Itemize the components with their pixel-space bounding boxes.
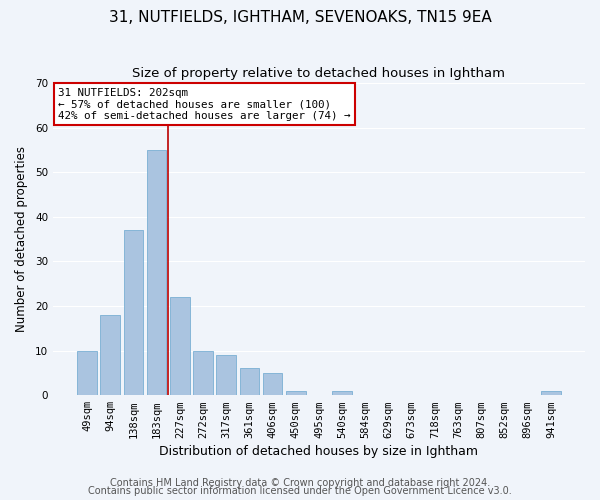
Title: Size of property relative to detached houses in Ightham: Size of property relative to detached ho… bbox=[133, 68, 505, 80]
Y-axis label: Number of detached properties: Number of detached properties bbox=[15, 146, 28, 332]
Bar bbox=[239, 368, 259, 395]
Bar bbox=[100, 315, 120, 395]
Text: Contains public sector information licensed under the Open Government Licence v3: Contains public sector information licen… bbox=[88, 486, 512, 496]
Text: Contains HM Land Registry data © Crown copyright and database right 2024.: Contains HM Land Registry data © Crown c… bbox=[110, 478, 490, 488]
Bar bbox=[193, 350, 213, 395]
Bar bbox=[332, 390, 352, 395]
Bar bbox=[263, 373, 283, 395]
Bar bbox=[147, 150, 166, 395]
Text: 31 NUTFIELDS: 202sqm
← 57% of detached houses are smaller (100)
42% of semi-deta: 31 NUTFIELDS: 202sqm ← 57% of detached h… bbox=[58, 88, 351, 121]
Bar bbox=[124, 230, 143, 395]
Text: 31, NUTFIELDS, IGHTHAM, SEVENOAKS, TN15 9EA: 31, NUTFIELDS, IGHTHAM, SEVENOAKS, TN15 … bbox=[109, 10, 491, 25]
Bar bbox=[170, 297, 190, 395]
Bar bbox=[77, 350, 97, 395]
Bar bbox=[541, 390, 561, 395]
Bar bbox=[217, 355, 236, 395]
Bar bbox=[286, 390, 305, 395]
X-axis label: Distribution of detached houses by size in Ightham: Distribution of detached houses by size … bbox=[160, 444, 478, 458]
